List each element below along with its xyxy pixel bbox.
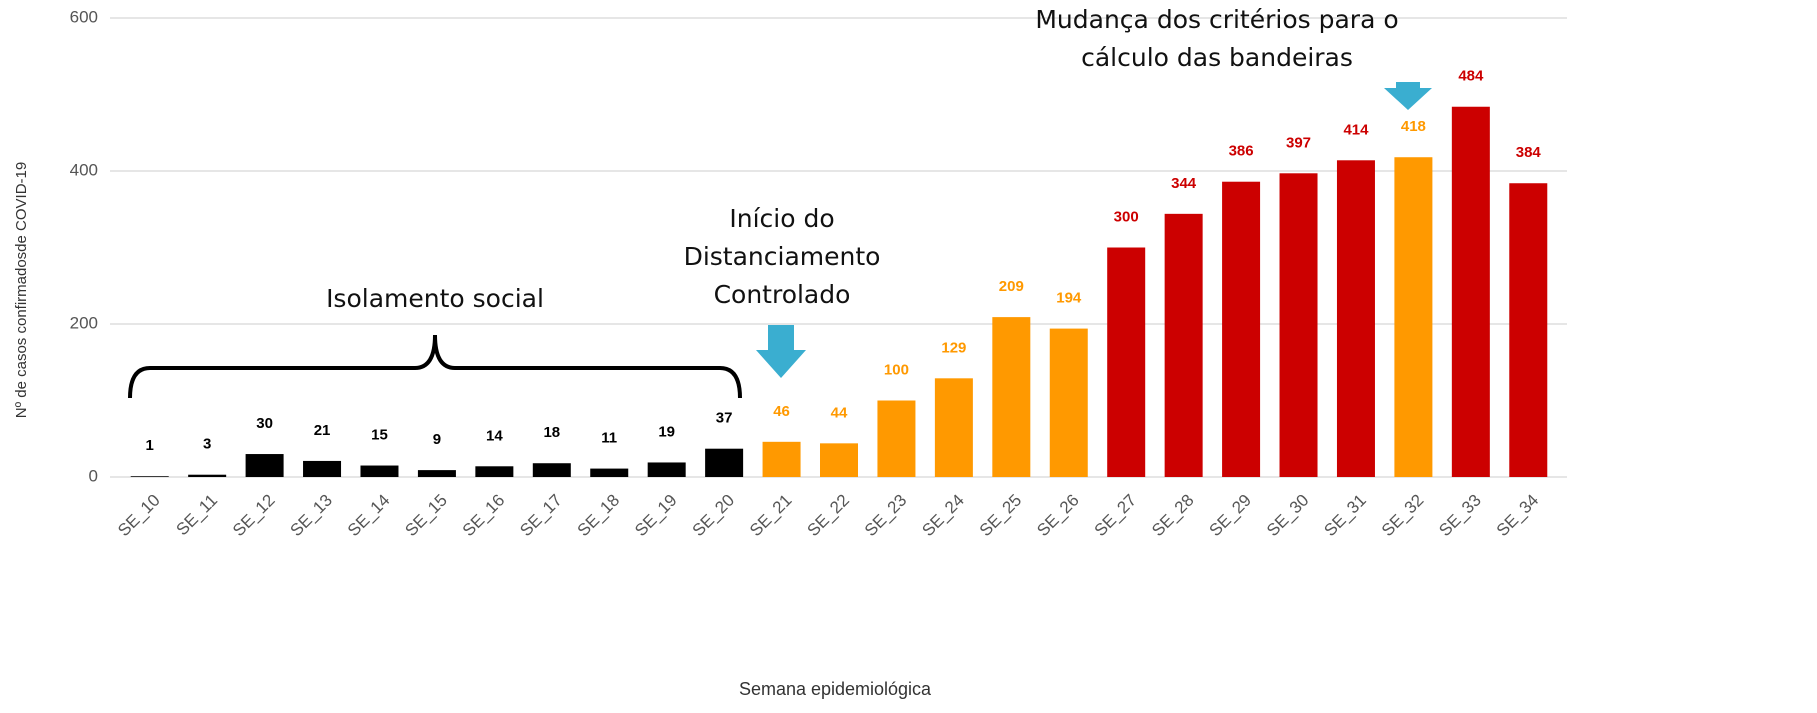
data-label: 344: [1171, 175, 1197, 192]
bar: [1164, 213, 1203, 477]
bar: [188, 474, 227, 477]
bar: [130, 476, 169, 477]
x-axis-title: Semana epidemiológica: [739, 679, 932, 699]
bar: [590, 468, 629, 477]
arrow: [1384, 82, 1432, 110]
y-axis-title: Nº de casos confirmadosde COVID-19: [13, 162, 30, 418]
x-tick-label: SE_10: [114, 491, 164, 541]
bar: [303, 460, 342, 477]
x-tick-label: SE_15: [401, 491, 451, 541]
x-tick-label: SE_28: [1148, 491, 1198, 541]
data-label: 21: [314, 422, 331, 439]
data-label: 386: [1229, 143, 1254, 160]
data-label: 30: [256, 415, 273, 432]
bar: [647, 462, 686, 477]
x-tick-label: SE_30: [1263, 491, 1313, 541]
data-label: 129: [941, 339, 966, 356]
bar: [934, 378, 973, 477]
data-label: 194: [1056, 290, 1082, 307]
x-tick-label: SE_16: [459, 491, 509, 541]
bar: [1049, 328, 1088, 477]
bar: [762, 441, 801, 477]
annotation: Mudança dos critérios para o: [1035, 5, 1398, 34]
data-label: 14: [486, 427, 503, 444]
annotation: Distanciamento: [684, 242, 881, 271]
data-label: 418: [1401, 118, 1426, 135]
x-tick-label: SE_26: [1033, 491, 1083, 541]
data-label: 300: [1114, 208, 1139, 225]
bar: [475, 466, 514, 477]
x-tick-label: SE_13: [287, 491, 337, 541]
annotation: Controlado: [714, 280, 851, 309]
bar: [360, 465, 399, 477]
x-tick-label: SE_31: [1320, 491, 1370, 541]
bar: [1394, 157, 1433, 478]
brace: [128, 334, 742, 399]
data-label: 11: [601, 430, 617, 447]
bar: [1107, 247, 1146, 477]
annotation: cálculo das bandeiras: [1081, 43, 1353, 72]
annotation: Isolamento social: [326, 284, 544, 313]
data-label: 19: [658, 423, 675, 440]
x-tick-label: SE_12: [229, 491, 279, 541]
y-tick-label: 200: [70, 313, 98, 332]
data-label: 384: [1516, 144, 1542, 161]
bar: [1336, 160, 1375, 478]
bar: [1509, 183, 1548, 478]
x-tick-label: SE_27: [1091, 491, 1141, 541]
data-label: 44: [831, 404, 848, 421]
bar: [245, 454, 284, 477]
x-tick-label: SE_18: [574, 491, 624, 541]
x-tick-label: SE_34: [1493, 491, 1543, 541]
x-tick-label: SE_32: [1378, 491, 1428, 541]
bar: [1279, 173, 1318, 478]
data-label: 9: [433, 431, 441, 448]
bar: [532, 463, 571, 477]
x-tick-label: SE_20: [689, 491, 739, 541]
data-label: 209: [999, 278, 1024, 295]
data-label: 46: [773, 403, 790, 420]
x-tick-label: SE_24: [918, 491, 968, 541]
x-tick-label: SE_23: [861, 491, 911, 541]
x-tick-label: SE_21: [746, 491, 796, 541]
data-label: 18: [543, 424, 560, 441]
bar: [877, 400, 916, 477]
data-label: 1: [146, 437, 154, 454]
x-tick-label: SE_29: [1206, 491, 1256, 541]
bar: [1451, 106, 1490, 478]
x-tick-label: SE_25: [976, 491, 1026, 541]
bar: [705, 448, 744, 477]
bar: [992, 317, 1031, 477]
y-tick-label: 600: [70, 7, 98, 26]
data-label: 414: [1343, 121, 1369, 138]
data-label: 484: [1458, 68, 1484, 85]
x-tick-label: SE_33: [1435, 491, 1485, 541]
bar: [417, 470, 456, 477]
data-label: 3: [203, 436, 211, 453]
x-tick-label: SE_11: [173, 491, 222, 540]
bar: [820, 443, 858, 477]
x-tick-label: SE_19: [631, 491, 681, 541]
data-label: 37: [716, 410, 733, 427]
annotation: Início do: [729, 204, 834, 233]
y-tick-label: 400: [70, 160, 98, 179]
x-tick-label: SE_14: [344, 491, 394, 541]
x-tick-label: SE_17: [516, 491, 566, 541]
bar: [1222, 181, 1261, 477]
arrow: [756, 325, 806, 378]
data-label: 397: [1286, 134, 1311, 151]
data-label: 15: [371, 426, 388, 443]
x-tick-label: SE_22: [803, 491, 853, 541]
data-label: 100: [884, 361, 909, 378]
y-tick-label: 0: [89, 466, 98, 485]
